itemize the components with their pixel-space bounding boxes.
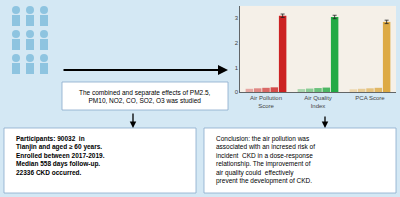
svg-text:The combined and separate effe: The combined and separate effects of PM2… bbox=[79, 89, 211, 104]
svg-text:Conclusion: the air pollution: Conclusion: the air pollution wasassocia… bbox=[216, 135, 315, 185]
svg-text:Air QualityIndex: Air QualityIndex bbox=[304, 95, 332, 109]
svg-text:3: 3 bbox=[235, 15, 239, 21]
svg-text:0: 0 bbox=[235, 89, 239, 95]
svg-text:1: 1 bbox=[235, 65, 239, 71]
svg-text:Air PollutionScore: Air PollutionScore bbox=[250, 95, 282, 109]
svg-text:2: 2 bbox=[235, 40, 239, 46]
svg-text:Participants: 90032 inTianjin: Participants: 90032 inTianjin and aged ≥… bbox=[16, 135, 105, 176]
svg-text:PCA Score: PCA Score bbox=[355, 95, 385, 101]
